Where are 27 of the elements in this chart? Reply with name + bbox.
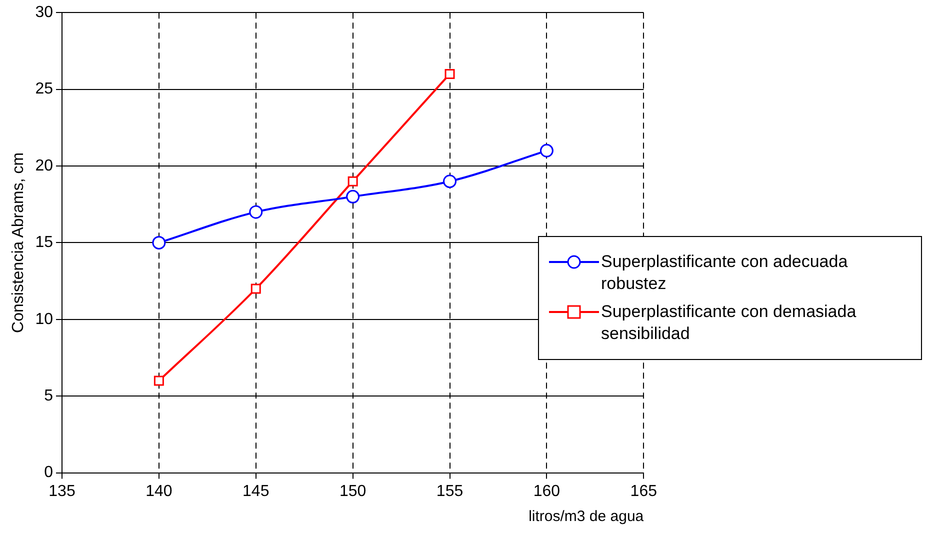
point bbox=[540, 144, 554, 158]
point bbox=[348, 176, 358, 186]
y-tick-label: 5 bbox=[44, 388, 54, 405]
y-tick-label: 20 bbox=[35, 157, 54, 174]
x-axis-title: litros/m3 de agua bbox=[528, 508, 644, 526]
x-tick-label: 150 bbox=[339, 482, 366, 500]
point bbox=[443, 174, 457, 188]
point bbox=[152, 236, 166, 250]
y-tick-label: 0 bbox=[44, 464, 54, 482]
y-tick-label: 10 bbox=[35, 310, 54, 328]
x-tick-label: 145 bbox=[242, 482, 270, 500]
point bbox=[250, 284, 261, 294]
x-tick-label: 160 bbox=[533, 482, 560, 500]
x-tick-label: 140 bbox=[146, 482, 172, 500]
point bbox=[154, 376, 164, 386]
x-tick-label: 155 bbox=[436, 482, 464, 500]
legend-label: Superplastificante con adecuada robustez bbox=[601, 251, 849, 295]
x-tick-label: 135 bbox=[48, 482, 76, 500]
point bbox=[346, 190, 360, 204]
point bbox=[444, 68, 455, 79]
point bbox=[249, 205, 263, 219]
y-tick-label: 15 bbox=[35, 234, 54, 252]
y-axis-title: Consistencia Abrams, cm bbox=[10, 152, 28, 333]
legend-label: Superplastificante con demasiada sensibilidad bbox=[601, 301, 858, 345]
x-tick-label: 165 bbox=[630, 482, 658, 500]
y-tick-label: 30 bbox=[35, 4, 54, 22]
y-tick-label: 25 bbox=[35, 80, 54, 98]
